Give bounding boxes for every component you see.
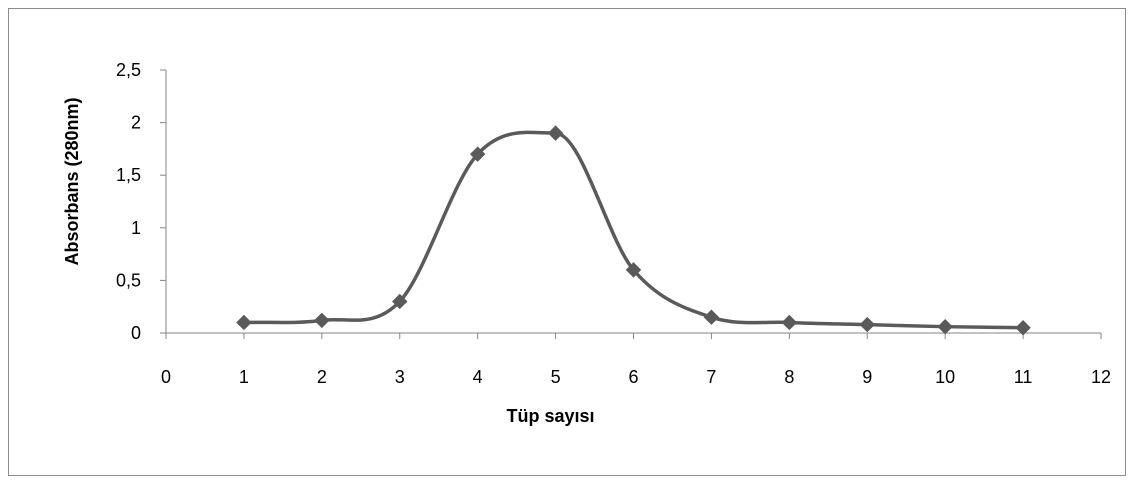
- data-point-marker: [859, 316, 875, 333]
- x-tick-label: 1: [239, 367, 249, 387]
- y-tick-label: 1: [131, 218, 141, 238]
- data-point-marker: [392, 293, 408, 310]
- x-tick-label: 4: [473, 367, 483, 387]
- y-tick-label: 2,5: [116, 60, 141, 80]
- x-tick-label: 10: [935, 367, 955, 387]
- data-point-marker: [236, 314, 252, 331]
- x-tick-label: 7: [706, 367, 716, 387]
- data-point-marker: [937, 318, 953, 335]
- x-tick-label: 5: [551, 367, 561, 387]
- x-tick-label: 12: [1091, 367, 1111, 387]
- y-tick-label: 0: [131, 323, 141, 343]
- series-group: [236, 125, 1031, 336]
- data-point-marker: [781, 314, 798, 331]
- x-tick-label: 11: [1014, 367, 1033, 387]
- data-point-marker: [1015, 320, 1031, 336]
- y-axis-label: Absorbans (280nm): [62, 97, 82, 265]
- data-point-marker: [314, 312, 330, 329]
- x-axis-label: Tüp sayısı: [506, 406, 594, 426]
- data-point-marker: [547, 125, 564, 141]
- y-axis: 0 0,5 1 1,5 2 2,5: [116, 60, 167, 343]
- chart-frame: [8, 8, 1126, 476]
- x-tick-label: 2: [317, 367, 327, 387]
- y-tick-label: 2: [131, 113, 141, 133]
- y-tick-label: 0,5: [116, 270, 141, 290]
- x-tick-label: 8: [784, 367, 794, 387]
- x-tick-label: 6: [628, 367, 638, 387]
- data-point-marker: [625, 262, 642, 278]
- x-tick-label: 0: [161, 367, 171, 387]
- x-axis: 0 1 2 3 4 5 6 7 8 9 10 11 12: [161, 332, 1111, 387]
- series-line: [243, 130, 1024, 330]
- x-tick-label: 9: [862, 367, 872, 387]
- x-tick-label: 3: [395, 367, 405, 387]
- y-tick-label: 1,5: [116, 165, 141, 185]
- data-point-marker: [703, 309, 720, 325]
- data-point-marker: [469, 146, 486, 162]
